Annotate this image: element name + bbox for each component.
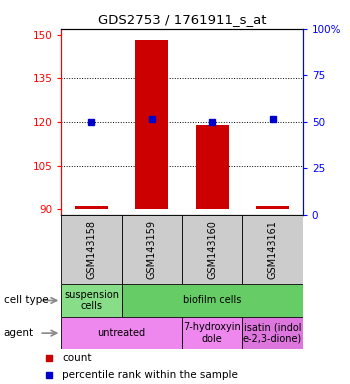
- Bar: [242, 317, 303, 349]
- Text: percentile rank within the sample: percentile rank within the sample: [62, 370, 238, 381]
- Bar: [61, 317, 182, 349]
- Bar: [61, 284, 122, 317]
- Text: count: count: [62, 353, 91, 363]
- Text: cell type: cell type: [4, 295, 48, 306]
- Text: agent: agent: [4, 328, 34, 338]
- Bar: [182, 317, 242, 349]
- Text: untreated: untreated: [98, 328, 146, 338]
- Text: GSM143160: GSM143160: [207, 220, 217, 279]
- Text: GSM143159: GSM143159: [147, 220, 157, 279]
- Bar: [122, 284, 303, 317]
- Bar: [256, 206, 289, 209]
- Title: GDS2753 / 1761911_s_at: GDS2753 / 1761911_s_at: [98, 13, 266, 26]
- Bar: [61, 215, 122, 284]
- Text: suspension
cells: suspension cells: [64, 290, 119, 311]
- Text: isatin (indol
e-2,3-dione): isatin (indol e-2,3-dione): [243, 322, 302, 344]
- Text: biofilm cells: biofilm cells: [183, 295, 242, 306]
- Bar: [196, 125, 229, 209]
- Bar: [122, 215, 182, 284]
- Bar: [242, 215, 303, 284]
- Text: GSM143161: GSM143161: [267, 220, 278, 279]
- Bar: [182, 215, 242, 284]
- Text: GSM143158: GSM143158: [86, 220, 97, 279]
- Text: 7-hydroxyin
dole: 7-hydroxyin dole: [183, 322, 241, 344]
- Bar: [75, 206, 108, 209]
- Bar: [135, 40, 168, 209]
